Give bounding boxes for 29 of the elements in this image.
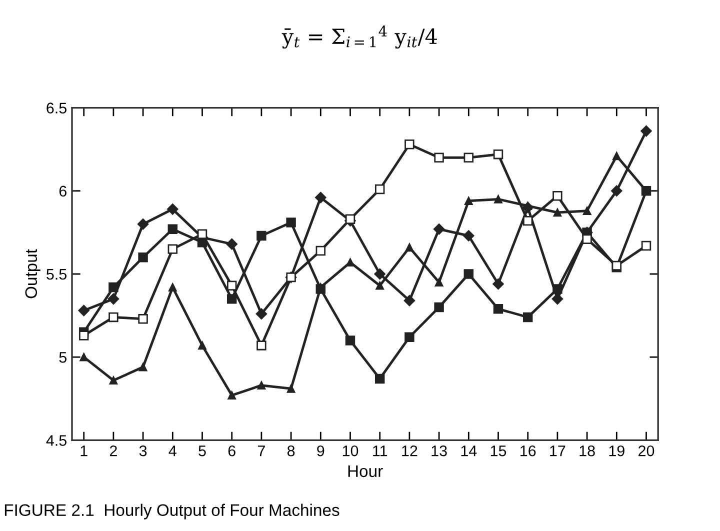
x-axis-title: Hour [348, 465, 383, 478]
x-tick-label: 16 [520, 445, 536, 456]
y-tick-label: 4.5 [46, 435, 66, 446]
x-tick-label: 10 [342, 445, 358, 456]
x-tick-label: 19 [609, 445, 624, 456]
y-tick-label: 5.5 [46, 269, 66, 280]
x-tick-label: 14 [461, 446, 477, 456]
x-tick-label: 20 [638, 445, 654, 456]
x-tick-label: 12 [402, 445, 418, 456]
x-tick-label: 5 [198, 446, 206, 456]
chart-title: ȳ$_{t}$ = Σ$_{i=1}$$^{4}$ y$_{it}$/4 [282, 26, 437, 49]
x-tick-label: 18 [580, 445, 595, 456]
x-tick-label: 15 [490, 446, 506, 456]
x-tick-label: 17 [550, 446, 566, 456]
x-tick-label: 2 [110, 445, 117, 456]
x-tick-label: 6 [228, 445, 236, 456]
y-tick-label: 6 [59, 186, 66, 197]
x-tick-label: 1 [80, 446, 88, 456]
x-tick-label: 13 [432, 445, 447, 456]
x-tick-label: 9 [317, 445, 324, 456]
x-tick-label: 7 [258, 446, 265, 456]
x-tick-label: 8 [287, 445, 295, 456]
caption: FIGURE 2.1 Hourly Output of Four Machines [4, 504, 340, 520]
y-tick-label: 6.5 [46, 102, 66, 114]
x-tick-label: 3 [139, 445, 147, 456]
x-tick-label: 4 [168, 446, 176, 456]
y-axis-title: Output [25, 249, 40, 298]
y-tick-label: 5 [59, 352, 66, 363]
x-tick-label: 11 [373, 446, 388, 456]
